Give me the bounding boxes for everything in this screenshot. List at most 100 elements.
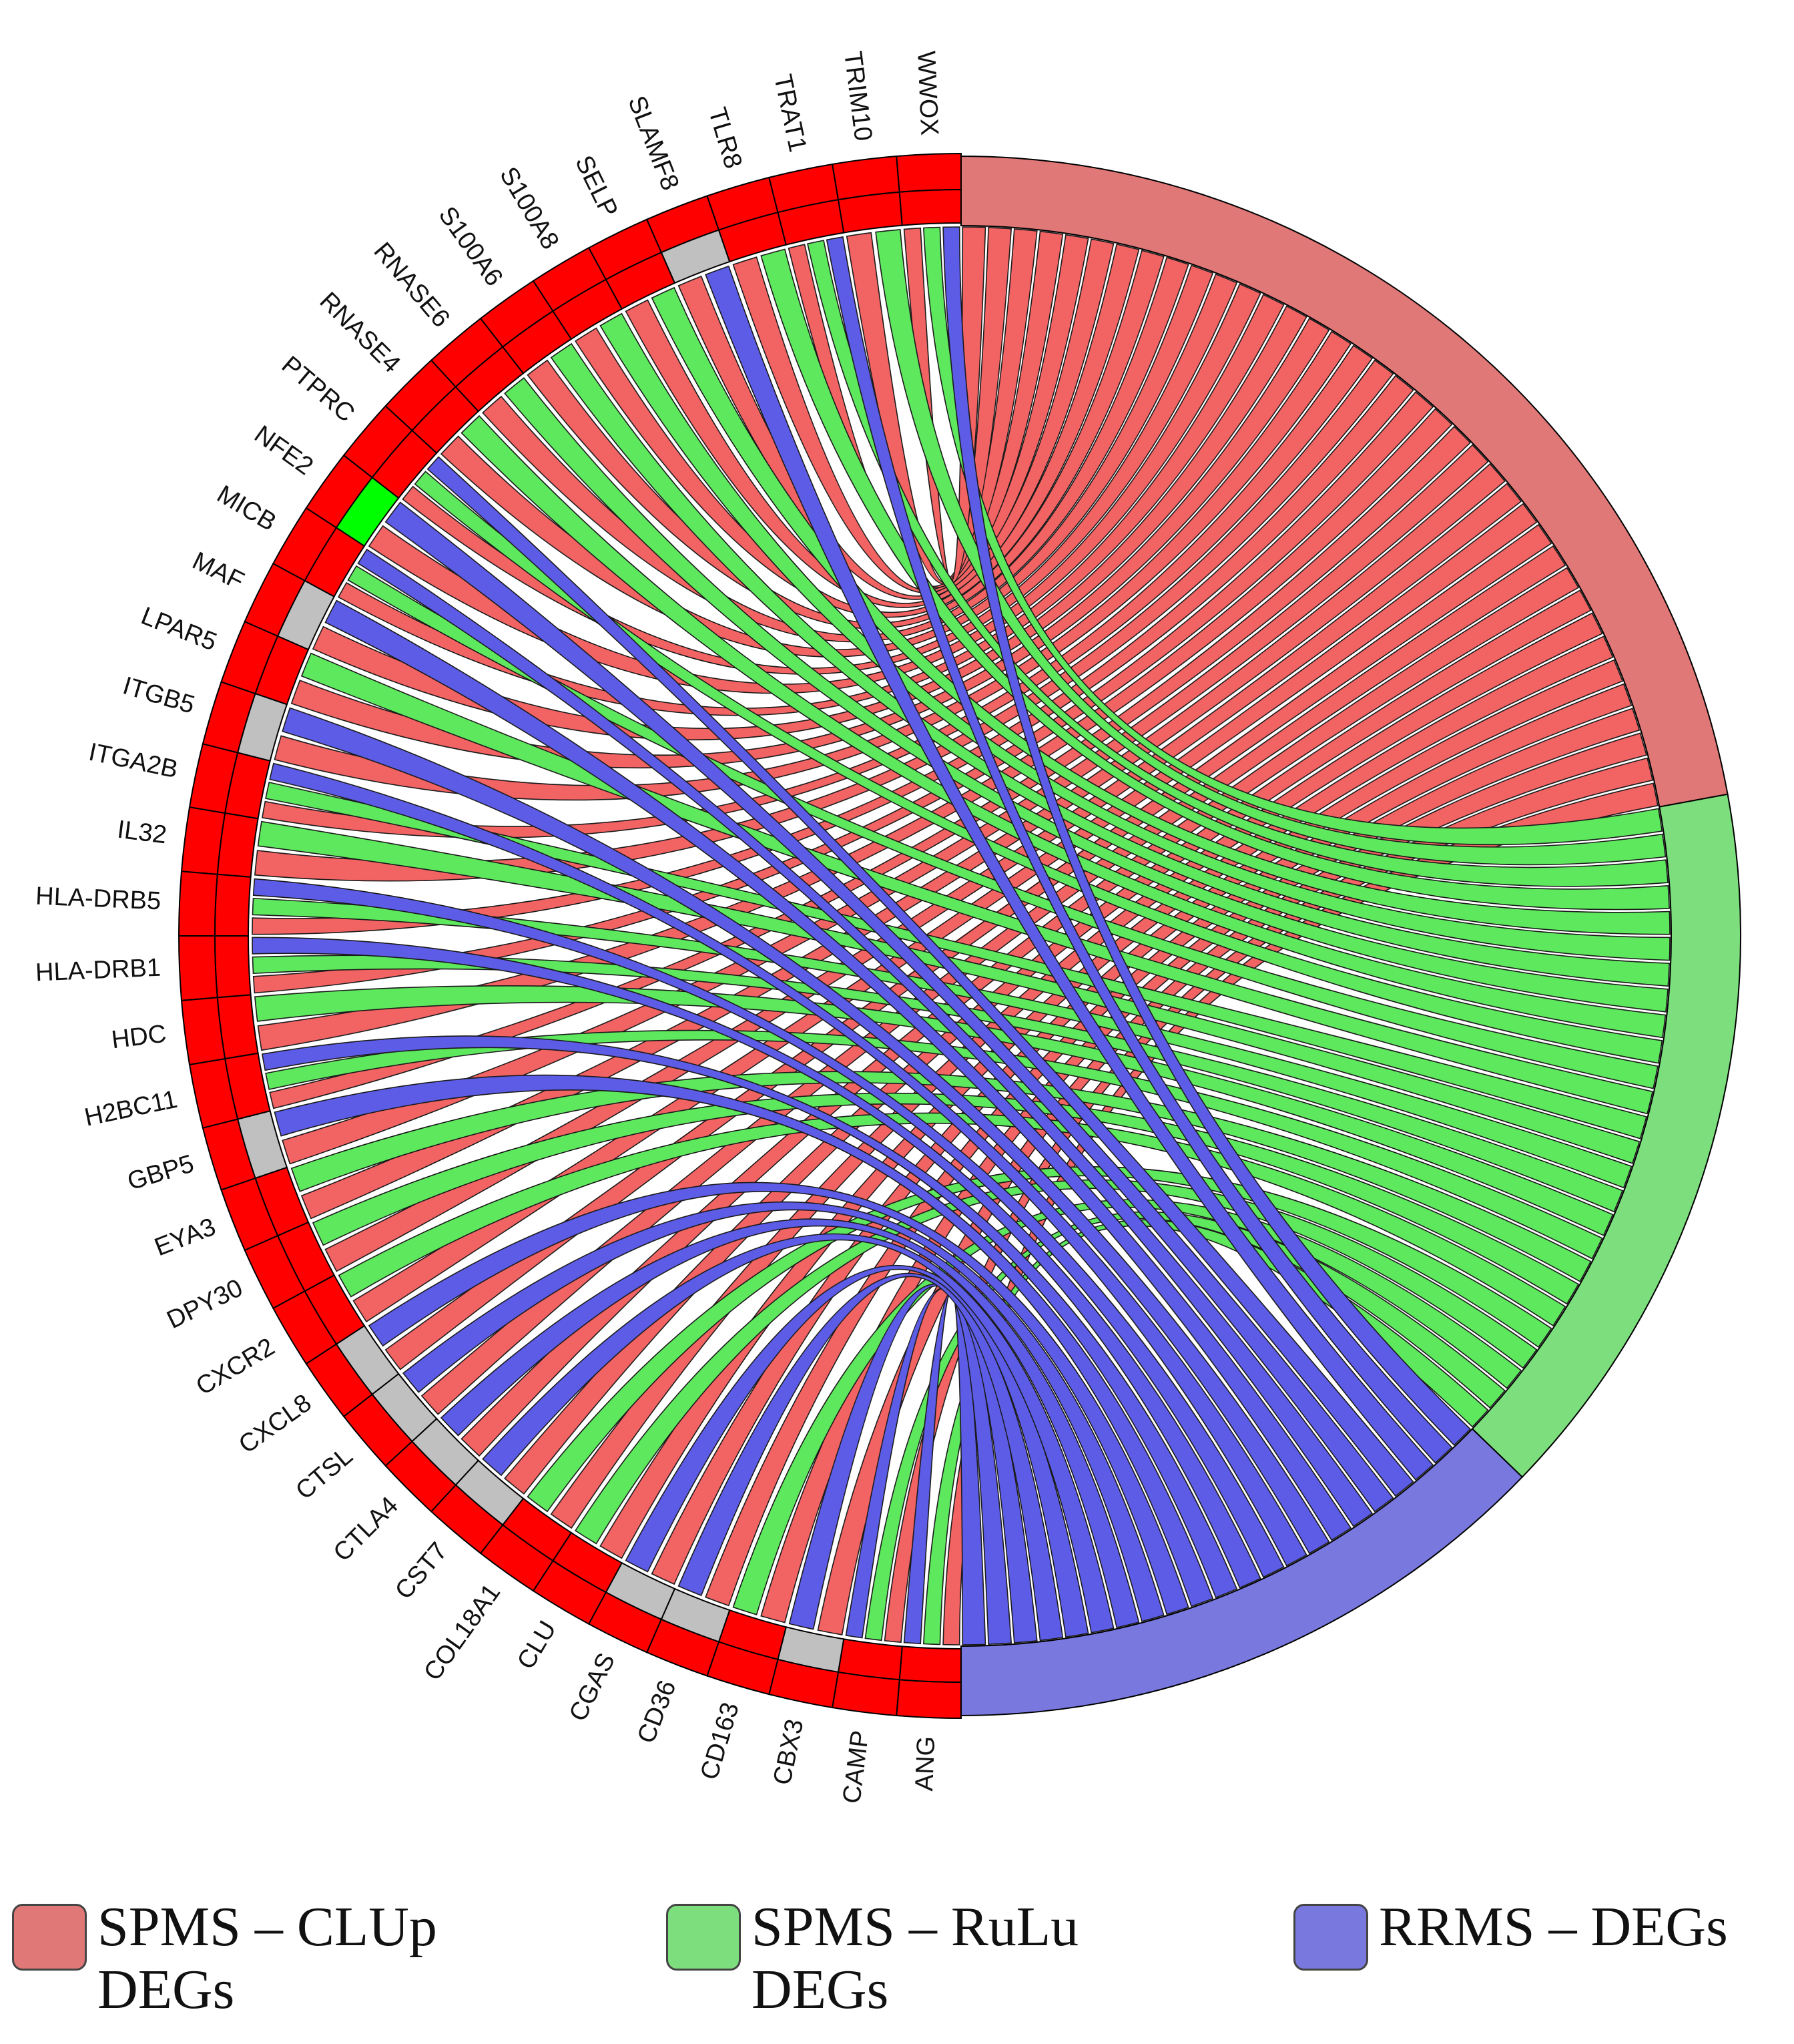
gene-label-micb: MICB [212,480,281,537]
group-arcs [960,155,1741,1717]
ribbon-spms-rulu-ptprc [414,471,1663,1064]
ribbon-spms-rulu-s100a8 [599,312,1671,961]
ribbon-rrms-cbx3 [788,1283,1038,1643]
gene-label-cd36: CD36 [632,1677,681,1748]
gene-tiles [178,152,962,1720]
legend-label-rrms: RRMS – DEGs [1379,1896,1728,1958]
legend-label-spms-rulu: SPMS – RuLu DEGs [752,1896,1079,2021]
ribbon-spms-clup-ptprc [402,273,1238,675]
tile-inner-hdc [216,994,259,1060]
ribbon-spms-rulu-s100a6 [550,342,1671,987]
gene-label-col18a1: COL18A1 [418,1579,506,1686]
ribbon-rrms-ang [903,1289,986,1645]
gene-label-lpar5: LPAR5 [137,602,221,657]
gene-label-cst7: CST7 [390,1537,453,1605]
tile-outer-wwox [896,152,962,193]
ribbon-rrms-hla-drb5 [252,878,1285,1578]
gene-label-eya3: EYA3 [151,1213,220,1262]
gene-label-ptprc: PTPRC [276,351,360,428]
ribbon-rrms-camp [845,1287,1012,1645]
tile-outer-ang [896,1679,962,1720]
ribbon-rrms-cxcl8 [368,1182,1189,1615]
ribbon-rrms-h2bc11 [261,1035,1238,1599]
gene-label-s100a6: S100A6 [433,202,509,291]
ribbon-rrms-wwox [942,226,1472,1447]
ribbon-rrms-cd36 [677,1272,1064,1641]
gene-label-dpy30: DPY30 [163,1274,248,1334]
gene-label-cd163: CD163 [695,1700,745,1783]
ribbon-spms-rulu-dpy30 [312,1092,1580,1305]
ribbon-rrms-micb [357,548,1374,1527]
ribbon-spms-rulu-tlr8 [760,248,1671,911]
gene-label-cxcl8: CXCL8 [234,1389,316,1459]
ribbon-rrms-ptprc [426,456,1414,1497]
gene-label-itgb5: ITGB5 [119,672,198,720]
ribbon-rrms-cgas [625,1264,1089,1638]
tile-inner-hla-drb1 [214,935,252,999]
gene-label-cxcr2: CXCR2 [192,1333,280,1401]
legend-label-spms-clup: SPMS – CLUp DEGs [97,1896,437,2021]
legend-swatch-spms-clup [12,1904,87,1971]
ribbon-rrms-maf [324,599,1352,1541]
ribbon-spms-rulu-trat1 [807,240,1669,887]
ribbon-spms-rulu-wwox [922,226,1663,846]
ribbon-spms-clup-itga2b [261,344,1374,838]
ribbon-rrms-gbp5 [274,1074,1214,1607]
legend: SPMS – CLUp DEGs SPMS – RuLu DEGs RRMS –… [0,1896,1794,2044]
tile-inner-ang [898,1645,962,1684]
ribbon-rrms-itga2b [269,762,1307,1567]
legend-item-spms-clup: SPMS – CLUp DEGs [12,1896,437,2021]
gene-label-rnase4: RNASE4 [314,287,406,378]
gene-label-itga2b: ITGA2B [86,738,180,784]
gene-label-clu: CLU [512,1616,562,1674]
gene-label-maf: MAF [188,547,248,595]
gene-label-gbp5: GBP5 [124,1149,197,1196]
ribbon-spms-rulu-h2bc11 [265,1029,1603,1260]
ribbon-spms-clup-trim10 [846,226,1012,585]
chord-ribbons [252,226,1671,1645]
ribbon-rrms-ctsl [402,1201,1165,1622]
gene-label-wwox: WWOX [912,51,943,136]
gene-label-tlr8: TLR8 [703,104,748,172]
tile-inner-trim10 [837,191,903,234]
tile-outer-hla-drb1 [178,935,218,1001]
tile-outer-hla-drb5 [178,870,218,937]
gene-label-nfe2: NFE2 [249,421,318,481]
gene-label-rnase6: RNASE6 [368,237,455,332]
ribbon-rrms-cst7 [482,1233,1115,1633]
ribbon-spms-clup-ctla4 [461,567,1580,1457]
gene-label-h2bc11: H2BC11 [82,1085,180,1132]
tile-inner-wwox [898,188,962,226]
gene-label-ctla4: CTLA4 [328,1491,404,1567]
ribbon-rrms-hla-drb1 [252,937,1261,1589]
ribbon-spms-rulu-rnase6 [504,376,1669,1013]
ribbon-spms-clup-hdc [257,408,1453,1051]
legend-item-spms-rulu: SPMS – RuLu DEGs [666,1896,1079,2021]
gene-label-s100a8: S100A8 [494,162,564,254]
gene-label-selp: SELP [569,152,623,222]
gene-label-camp: CAMP [838,1729,874,1805]
gene-label-cgas: CGAS [564,1649,621,1726]
gene-label-ctsl: CTSL [290,1442,358,1505]
tile-inner-il32 [216,812,259,878]
legend-swatch-spms-rulu [666,1904,741,1971]
legend-item-rrms: RRMS – DEGs [1293,1896,1728,1971]
ribbon-rrms-nfe2 [384,501,1394,1513]
ribbon-rrms-slamf8 [705,265,1434,1481]
gene-label-trat1: TRAT1 [768,72,812,155]
tile-inner-camp [837,1638,903,1681]
gene-label-ang: ANG [910,1736,940,1792]
gene-label-il32: IL32 [115,816,168,850]
ribbon-rrms-itgb5 [282,707,1330,1555]
chord-diagram: ANGCAMPCBX3CD163CD36CGASCLUCOL18A1CST7CT… [35,49,1741,1805]
gene-label-hdc: HDC [110,1020,168,1055]
gene-label-hla-drb1: HLA-DRB1 [35,954,162,987]
legend-swatch-rrms [1293,1904,1368,1971]
gene-label-slamf8: SLAMF8 [622,92,684,194]
ribbon-rrms-trat1 [826,236,1453,1464]
ribbon-spms-rulu-trim10 [875,229,1667,866]
gene-label-cbx3: CBX3 [768,1717,809,1788]
ribbon-spms-clup-tlr8 [732,230,1064,593]
gene-label-trim10: TRIM10 [838,49,877,142]
ribbon-rrms-ctla4 [440,1218,1140,1629]
